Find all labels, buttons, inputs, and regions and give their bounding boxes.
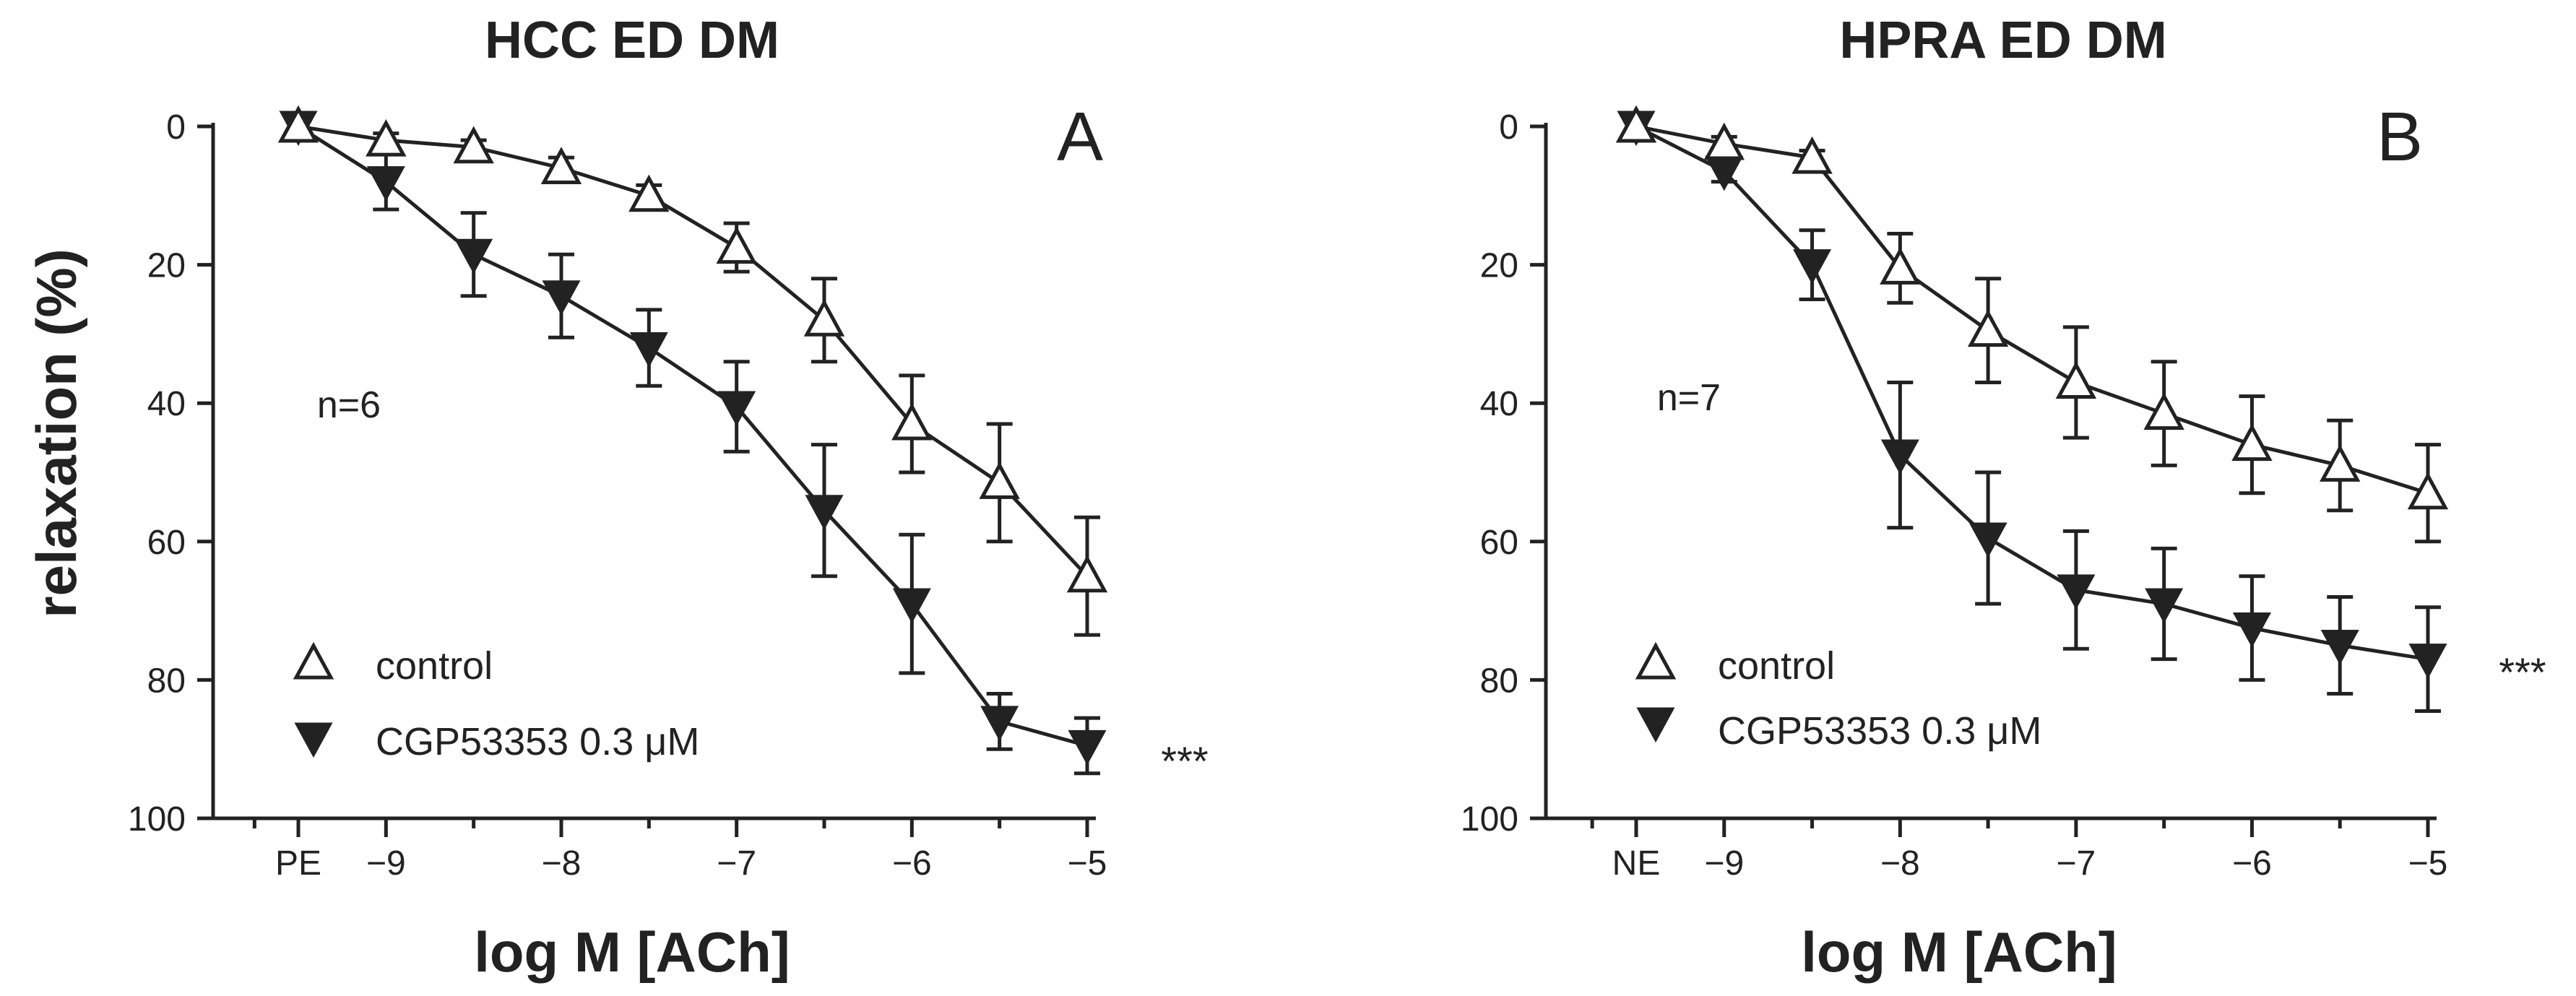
x-tick-label: −6 [892, 844, 932, 883]
y-tick-label: 0 [1499, 108, 1518, 147]
panel-b-significance: *** [2499, 649, 2546, 695]
legend-control-label: control [1718, 644, 1835, 688]
cgp-point [2057, 574, 2096, 610]
panel-a-letter: A [1057, 98, 1103, 176]
panel-b: HPRA ED DM B log M [ACh] n=7 *** control… [1461, 12, 2546, 984]
control-point [277, 105, 319, 143]
x-tick-label: NE [1612, 844, 1661, 883]
y-tick-label: 0 [166, 108, 186, 147]
panel-a-n-label: n=6 [317, 384, 381, 426]
cgp-point [542, 280, 581, 316]
control-point [1615, 105, 1657, 143]
panel-a-significance: *** [1161, 738, 1208, 784]
legend-control-label: control [376, 644, 493, 688]
panel-b-n-label: n=7 [1657, 377, 1721, 419]
cgp-point [2232, 612, 2271, 648]
y-tick-label: 20 [1480, 247, 1518, 285]
y-axis-title: relaxation (%) [25, 248, 88, 618]
control-point [1967, 309, 2009, 347]
panel-b-letter: B [2377, 98, 2423, 176]
panel-a-title: HCC ED DM [485, 12, 779, 69]
x-tick-label: −7 [2057, 844, 2096, 883]
panel-a-x-axis-title: log M [ACh] [474, 920, 790, 984]
control-line [298, 124, 1089, 578]
control-point [803, 299, 845, 337]
control-point [2055, 361, 2097, 399]
y-tick-label: 40 [1480, 385, 1518, 423]
y-tick-label: 80 [147, 662, 186, 700]
control-point [1703, 122, 1745, 160]
y-tick-label: 60 [1480, 524, 1518, 562]
cgp-point [1068, 729, 1107, 766]
control-point [891, 402, 933, 441]
panel-a: HCC ED DM A log M [ACh] relaxation (%) n… [25, 12, 1209, 984]
x-tick-label: −9 [366, 844, 406, 883]
panel-a-legend: control CGP53353 0.3 μM [293, 641, 699, 763]
control-point [453, 126, 494, 164]
cgp-point [980, 706, 1019, 742]
control-point [2320, 444, 2361, 482]
control-point [716, 226, 757, 264]
cgp-point [805, 495, 844, 530]
y-tick-label: 100 [1461, 800, 1518, 839]
cgp-point [2320, 630, 2359, 665]
y-tick-label: 20 [147, 247, 186, 285]
control-point [2143, 392, 2184, 430]
control-line [1635, 124, 2429, 495]
control-point [2231, 423, 2273, 462]
panel-b-x-axis-title: log M [ACh] [1801, 920, 2117, 984]
x-tick-label: −9 [1704, 844, 1744, 883]
legend-cgp-label: CGP53353 0.3 μM [1718, 709, 2041, 753]
control-point [979, 462, 1020, 499]
y-tick-label: 80 [1480, 662, 1518, 700]
legend-cgp-label: CGP53353 0.3 μM [376, 720, 699, 763]
cgp-point [1968, 522, 2007, 558]
panel-b-title: HPRA ED DM [1839, 12, 2166, 69]
control-point [1791, 136, 1833, 174]
legend-cgp-marker [294, 722, 333, 758]
panel-b-legend: control CGP53353 0.3 μM [1635, 641, 2041, 753]
cgp-point [366, 166, 405, 202]
x-tick-label: −5 [1068, 844, 1107, 883]
cgp-point [454, 238, 493, 274]
x-tick-label: PE [275, 844, 321, 883]
cgp-point [717, 391, 756, 427]
legend-control-marker [1635, 641, 1677, 680]
x-tick-label: −5 [2408, 844, 2448, 883]
control-point [540, 147, 582, 184]
control-point [628, 174, 670, 212]
cgp-point [2408, 644, 2447, 679]
y-tick-label: 60 [147, 524, 186, 562]
cgp-point [1880, 439, 1919, 475]
legend-cgp-marker [1636, 707, 1675, 743]
control-point [2407, 472, 2449, 510]
x-tick-label: −7 [717, 844, 756, 883]
cgp-point [2145, 588, 2184, 624]
cgp-point [892, 588, 931, 624]
y-tick-label: 40 [147, 385, 186, 423]
cgp-line [1635, 124, 2429, 662]
control-point [1880, 247, 1921, 285]
x-tick-label: −8 [1880, 844, 1920, 883]
control-point [1066, 555, 1108, 593]
x-tick-label: −8 [542, 844, 582, 883]
control-point [366, 118, 407, 157]
cgp-point [1793, 249, 1832, 285]
cgp-line [297, 124, 1088, 748]
cgp-point [629, 332, 668, 368]
y-tick-label: 100 [128, 800, 186, 839]
legend-control-marker [293, 641, 334, 680]
x-tick-label: −6 [2232, 844, 2272, 883]
